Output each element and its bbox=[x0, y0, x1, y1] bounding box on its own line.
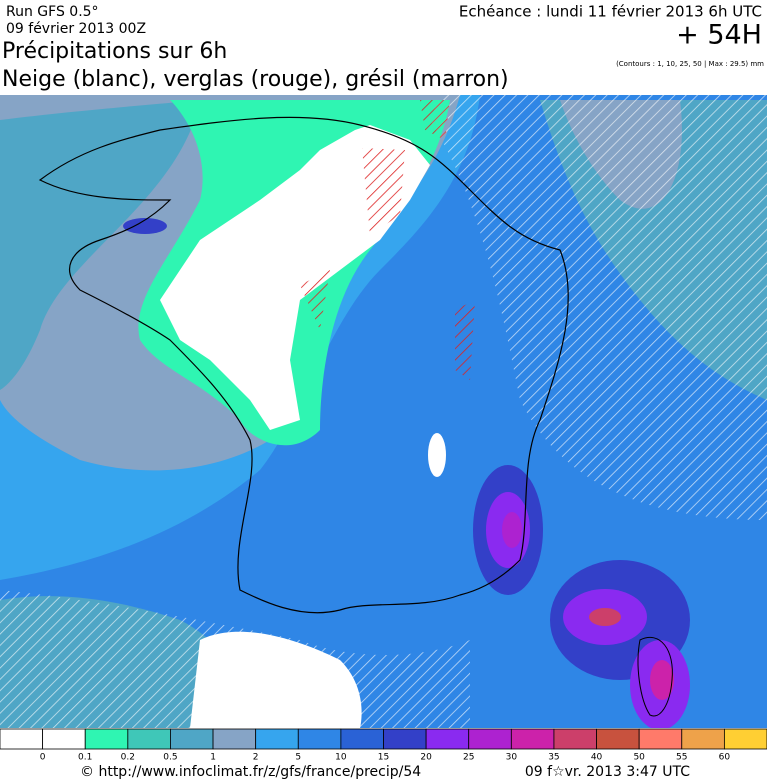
legend-swatch bbox=[84, 728, 129, 750]
legend-swatch bbox=[42, 728, 86, 750]
lead-time: + 54H bbox=[676, 20, 762, 51]
legend-label: 0.5 bbox=[163, 753, 177, 763]
legend-swatch bbox=[383, 728, 427, 750]
footer-url: © http://www.infoclimat.fr/z/gfs/france/… bbox=[80, 764, 421, 780]
legend-swatch bbox=[0, 728, 44, 750]
legend-label: 55 bbox=[676, 753, 687, 763]
legend-label: 25 bbox=[463, 753, 474, 763]
legend-swatch bbox=[297, 728, 342, 750]
legend-label: 2 bbox=[253, 753, 259, 763]
legend-swatch bbox=[638, 728, 683, 750]
legend-swatch bbox=[255, 728, 299, 750]
legend-label: 10 bbox=[335, 753, 347, 763]
legend-label: 40 bbox=[591, 753, 603, 763]
legend-swatch bbox=[170, 728, 214, 750]
subtitle: Neige (blanc), verglas (rouge), grésil (… bbox=[2, 67, 509, 92]
legend: 0 0.1 0.2 0.5 1 2 5 10 15 20 25 30 35 40 50 55 60 bbox=[0, 728, 767, 763]
title: Précipitations sur 6h bbox=[2, 39, 227, 64]
legend-label: 30 bbox=[506, 753, 518, 763]
legend-swatch bbox=[553, 728, 597, 750]
footer-date: 09 f☆vr. 2013 3:47 UTC bbox=[525, 764, 690, 780]
legend-label: 5 bbox=[295, 753, 301, 763]
precip-map bbox=[0, 95, 767, 728]
run-date: 09 février 2013 00Z bbox=[6, 21, 146, 37]
legend-label: 20 bbox=[420, 753, 432, 763]
legend-label: 50 bbox=[633, 753, 645, 763]
legend-swatch bbox=[212, 728, 257, 750]
legend-swatch bbox=[340, 728, 384, 750]
legend-swatch bbox=[127, 728, 171, 750]
model: Run GFS 0.5° bbox=[6, 4, 99, 20]
legend-swatch bbox=[681, 728, 725, 750]
legend-label: 35 bbox=[548, 753, 559, 763]
legend-label: 1 bbox=[210, 753, 216, 763]
legend-label: 0.1 bbox=[78, 753, 92, 763]
legend-swatch bbox=[425, 728, 470, 750]
legend-label: 0.2 bbox=[121, 753, 135, 763]
legend-label: 0 bbox=[40, 753, 46, 763]
legend-swatch bbox=[723, 728, 767, 750]
valid-time: Echéance : lundi 11 février 2013 6h UTC bbox=[459, 3, 762, 21]
legend-swatch bbox=[468, 728, 512, 750]
contours-note: (Contours : 1, 10, 25, 50 | Max : 29.5) … bbox=[616, 60, 764, 68]
legend-swatch bbox=[510, 728, 555, 750]
legend-label: 15 bbox=[378, 753, 389, 763]
legend-label: 60 bbox=[719, 753, 731, 763]
legend-swatch bbox=[596, 728, 640, 750]
